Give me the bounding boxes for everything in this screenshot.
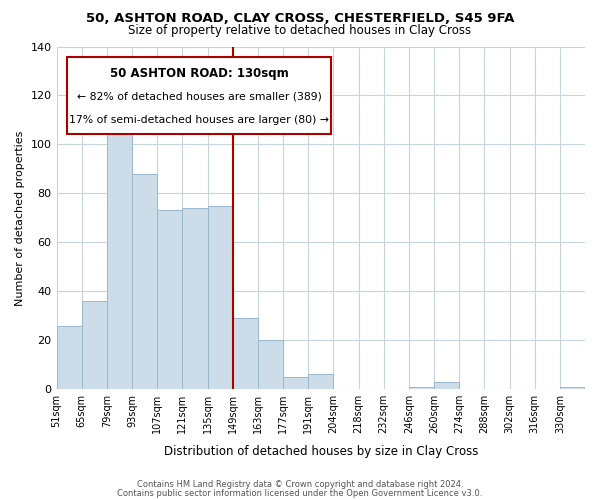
Text: Contains public sector information licensed under the Open Government Licence v3: Contains public sector information licen…	[118, 489, 482, 498]
Text: 50 ASHTON ROAD: 130sqm: 50 ASHTON ROAD: 130sqm	[110, 67, 289, 80]
Bar	[434, 382, 459, 389]
Bar	[157, 210, 182, 389]
Bar	[308, 374, 334, 389]
FancyBboxPatch shape	[67, 57, 331, 134]
Text: Contains HM Land Registry data © Crown copyright and database right 2024.: Contains HM Land Registry data © Crown c…	[137, 480, 463, 489]
Text: 50, ASHTON ROAD, CLAY CROSS, CHESTERFIELD, S45 9FA: 50, ASHTON ROAD, CLAY CROSS, CHESTERFIEL…	[86, 12, 514, 26]
X-axis label: Distribution of detached houses by size in Clay Cross: Distribution of detached houses by size …	[164, 444, 478, 458]
Bar	[283, 377, 308, 389]
Bar	[258, 340, 283, 389]
Text: ← 82% of detached houses are smaller (389): ← 82% of detached houses are smaller (38…	[77, 92, 322, 102]
Bar	[56, 326, 82, 389]
Bar	[182, 208, 208, 389]
Y-axis label: Number of detached properties: Number of detached properties	[15, 130, 25, 306]
Bar	[107, 103, 132, 389]
Bar	[560, 386, 585, 389]
Text: 17% of semi-detached houses are larger (80) →: 17% of semi-detached houses are larger (…	[69, 115, 329, 125]
Bar	[132, 174, 157, 389]
Bar	[82, 301, 107, 389]
Bar	[233, 318, 258, 389]
Text: Size of property relative to detached houses in Clay Cross: Size of property relative to detached ho…	[128, 24, 472, 37]
Bar	[208, 206, 233, 389]
Bar	[409, 386, 434, 389]
